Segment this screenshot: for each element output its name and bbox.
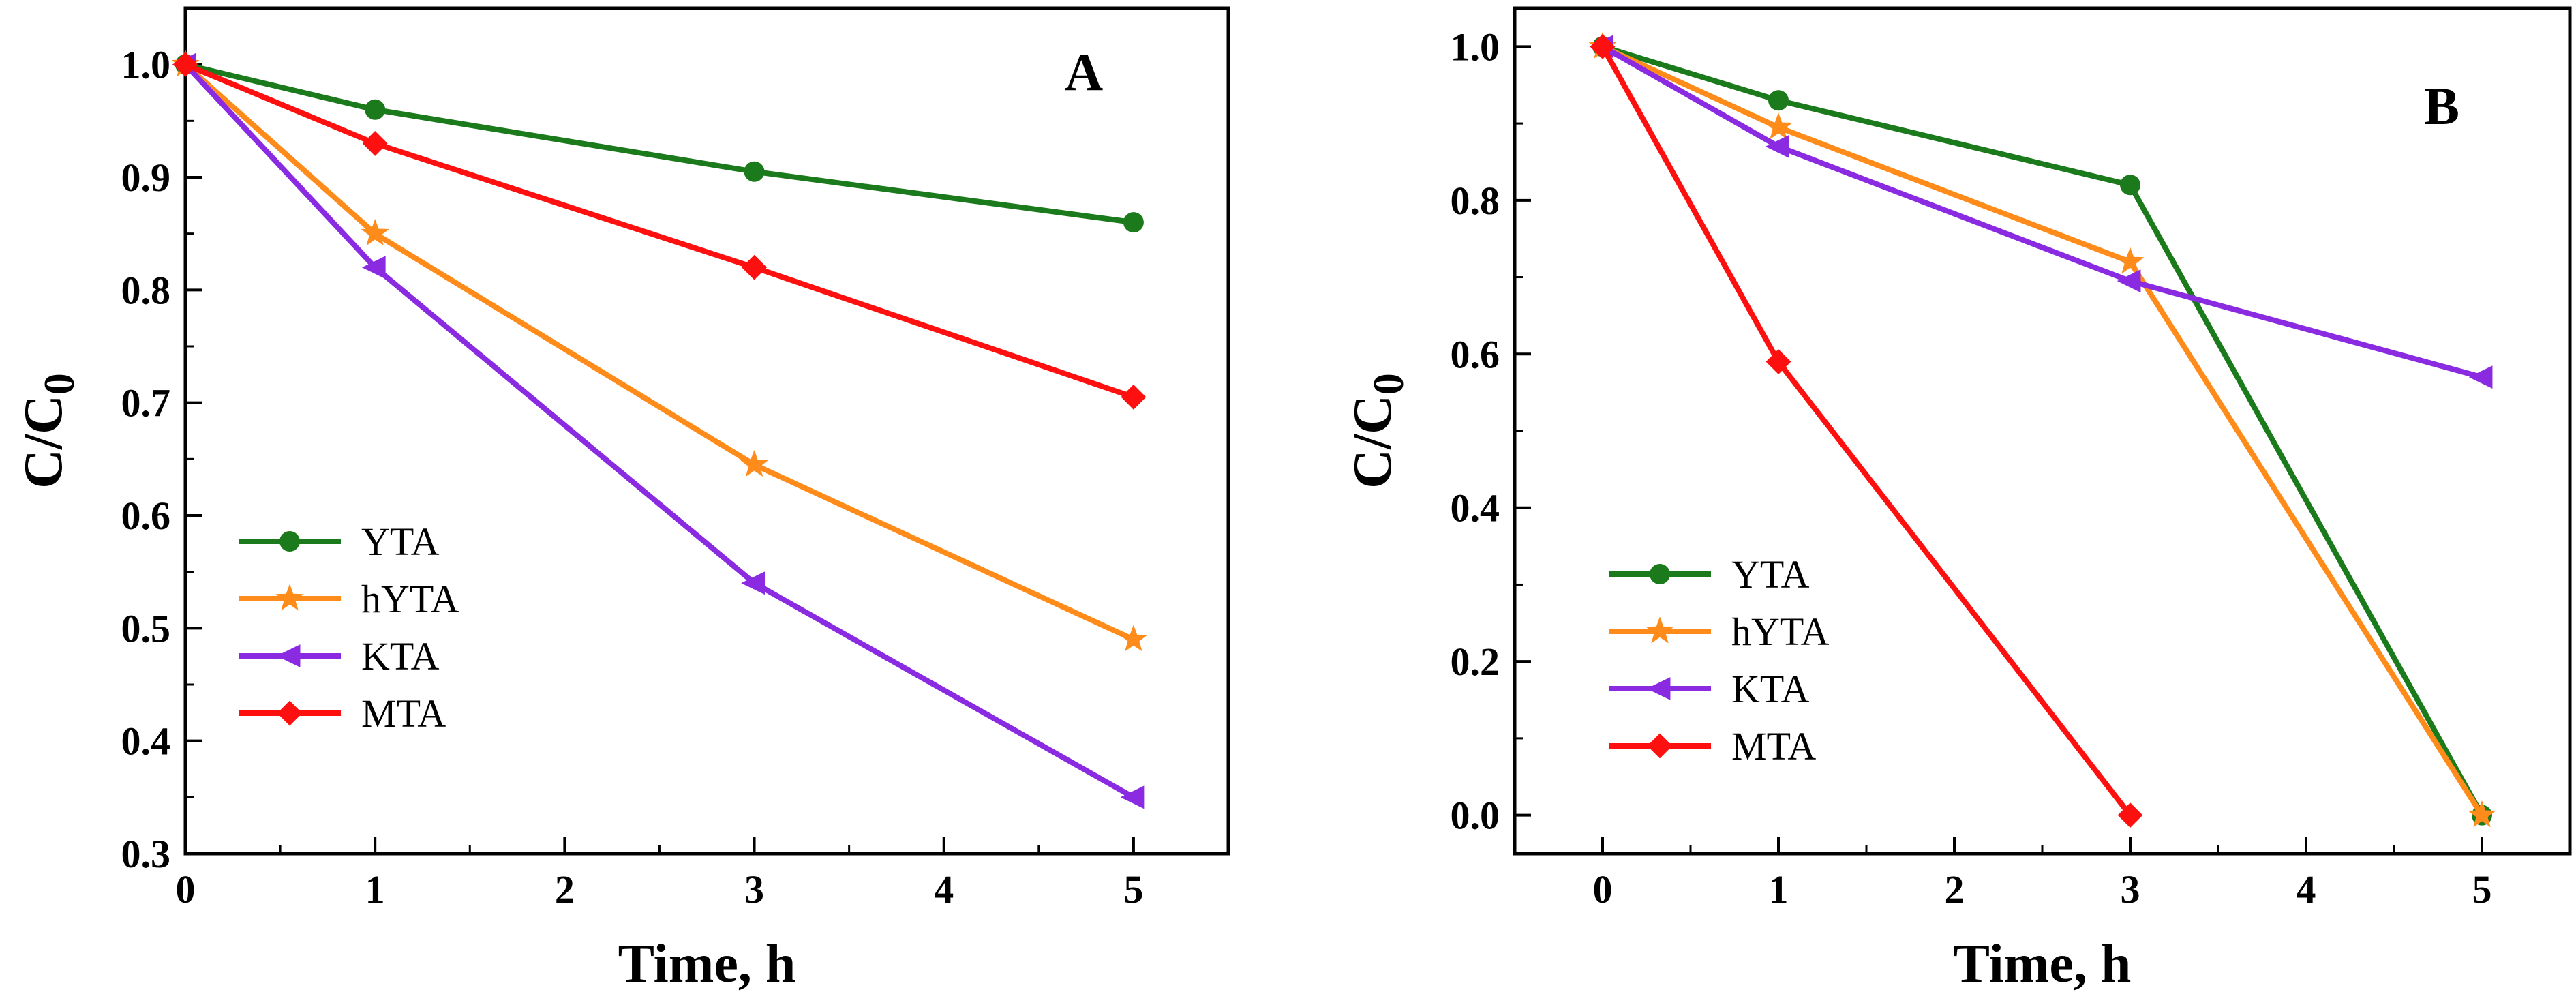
data-point-yta — [2120, 175, 2140, 196]
x-tick-label: 0 — [1593, 867, 1613, 912]
data-point-mta — [1121, 384, 1147, 410]
legend-marker-yta — [1650, 564, 1670, 584]
legend-label-yta: YTA — [361, 520, 440, 564]
x-tick-label: 2 — [1945, 867, 1965, 912]
x-tick-label: 1 — [365, 867, 385, 912]
legend-label-hyta: hYTA — [1731, 610, 1830, 654]
legend-marker-yta — [279, 531, 300, 552]
data-point-kta — [741, 571, 765, 595]
y-tick-label: 0.5 — [121, 606, 171, 650]
y-tick-label: 0.8 — [1451, 179, 1500, 223]
data-point-yta — [1768, 90, 1789, 111]
data-point-hyta — [740, 449, 769, 477]
y-tick-label: 0.0 — [1451, 794, 1500, 838]
x-tick-label: 3 — [744, 867, 764, 912]
x-axis-title: Time, h — [618, 934, 796, 994]
series-hyta — [1588, 31, 2496, 828]
series-line-hyta — [1601, 44, 2485, 817]
series-line-yta — [1601, 44, 2485, 817]
data-point-yta — [1123, 212, 1144, 233]
data-point-hyta — [361, 219, 389, 246]
data-point-kta — [2117, 269, 2141, 293]
y-tick-label: 0.4 — [121, 719, 171, 764]
x-tick-label: 2 — [555, 867, 575, 912]
data-point-mta — [1590, 33, 1616, 59]
legend-marker-kta — [1646, 677, 1671, 700]
x-tick-label: 4 — [2297, 867, 2316, 912]
y-tick-label: 0.7 — [121, 381, 171, 425]
legend-marker-mta — [1647, 733, 1673, 759]
series-line-kta — [1601, 44, 2483, 380]
legend: YTA hYTA KTA MTA — [1609, 552, 1830, 768]
data-point-kta — [1765, 135, 1789, 158]
y-tick-label: 0.2 — [1451, 640, 1500, 684]
data-point-kta — [2468, 365, 2493, 389]
series-line-hyta — [183, 62, 1135, 642]
legend-label-kta: KTA — [361, 634, 440, 678]
legend-label-mta: MTA — [1731, 724, 1816, 768]
data-point-hyta — [2468, 800, 2496, 828]
legend-marker-hyta — [1646, 616, 1674, 644]
series-kta — [1589, 35, 2493, 389]
series-kta — [172, 52, 1145, 809]
legend-marker-hyta — [275, 584, 304, 611]
series-yta — [1592, 36, 2492, 826]
y-tick-label: 1.0 — [121, 43, 171, 87]
data-point-hyta — [1119, 625, 1148, 652]
series-mta — [172, 52, 1147, 410]
y-axis-title-main: C/C — [1343, 395, 1403, 489]
series-line-yta — [185, 61, 1134, 226]
x-tick-label: 3 — [2121, 867, 2140, 912]
y-axis-title: C/C0 — [14, 373, 83, 489]
legend-label-kta: KTA — [1731, 667, 1810, 711]
data-point-mta — [1766, 349, 1791, 374]
y-tick-label: 1.0 — [1451, 25, 1500, 69]
x-tick-label: 0 — [176, 867, 196, 912]
data-point-mta — [172, 52, 198, 78]
plot-frame — [183, 6, 1230, 856]
data-point-hyta — [2116, 247, 2145, 274]
chart-panel-a: 0 1 2 3 4 5 0.3 0.4 0.5 0.6 0.7 0.8 0.9 1.0 Time, h C/C… — [14, 6, 1230, 994]
y-axis-title-main: C/C — [14, 395, 74, 489]
y-tick-label: 0.9 — [121, 155, 171, 200]
y-axis-title: C/C0 — [1343, 373, 1412, 489]
y-tick-label: 0.3 — [121, 832, 171, 876]
x-axis-title: Time, h — [1954, 934, 2132, 994]
legend: YTA hYTA KTA MTA — [239, 520, 459, 736]
y-tick-label: 0.6 — [121, 494, 171, 538]
data-point-kta — [1120, 785, 1145, 809]
x-tick-label: 1 — [1769, 867, 1789, 912]
legend-label-hyta: hYTA — [361, 577, 459, 621]
data-point-mta — [2117, 802, 2143, 828]
legend-marker-mta — [277, 700, 303, 726]
panel-label: B — [2424, 76, 2459, 136]
legend-label-mta: MTA — [361, 691, 446, 736]
y-axis-title-subscript: 0 — [35, 373, 83, 395]
legend-label-yta: YTA — [1731, 552, 1810, 597]
series-yta — [175, 54, 1144, 233]
series-line-mta — [184, 61, 1135, 400]
data-point-yta — [744, 161, 765, 182]
data-point-kta — [361, 256, 386, 280]
y-tick-label: 0.4 — [1451, 486, 1500, 530]
y-tick-label: 0.6 — [1451, 332, 1500, 376]
data-point-mta — [742, 254, 767, 280]
y-axis-title-subscript: 0 — [1364, 373, 1412, 395]
data-point-mta — [362, 130, 388, 156]
x-tick-label: 5 — [2472, 867, 2492, 912]
panel-label: A — [1065, 42, 1103, 102]
x-tick-label: 5 — [1123, 867, 1143, 912]
plot-frame — [1513, 6, 2572, 856]
series-line-kta — [183, 62, 1135, 800]
x-tick-label: 4 — [934, 867, 954, 912]
legend-marker-kta — [276, 644, 301, 667]
series-mta — [1590, 33, 2143, 828]
data-point-hyta — [1764, 112, 1793, 140]
data-point-yta — [365, 99, 386, 120]
y-tick-label: 0.8 — [121, 268, 171, 312]
